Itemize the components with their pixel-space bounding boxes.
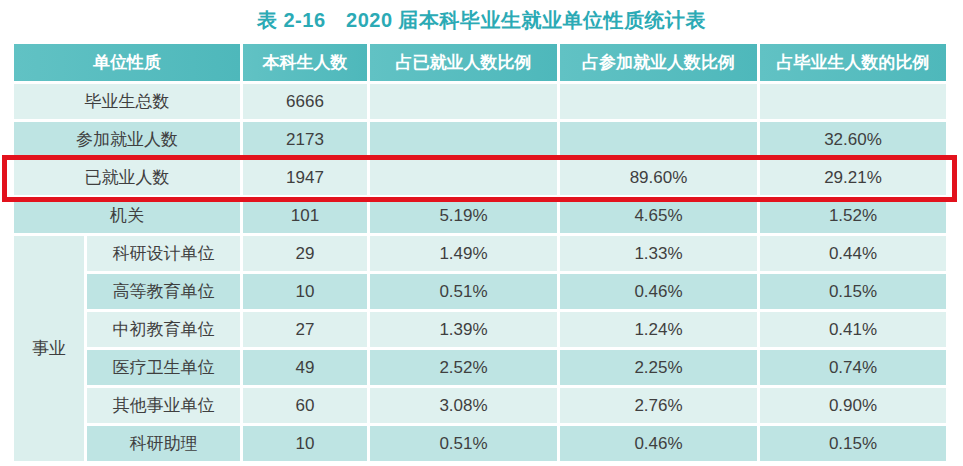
cell-label: 科研设计单位 <box>87 236 240 271</box>
cell-count: 10 <box>243 274 367 309</box>
cell-count: 10 <box>243 426 367 461</box>
table-row-participating: 参加就业人数 2173 32.60% <box>14 122 946 157</box>
cell-pct-employed <box>370 84 557 119</box>
header-pct-of-graduates: 占毕业生人数的比例 <box>760 44 946 81</box>
header-undergrad-count: 本科生人数 <box>243 44 367 81</box>
cell-pct-employed: 1.49% <box>370 236 557 271</box>
cell-pct-graduates: 0.74% <box>760 350 946 385</box>
group-cell-public-institution: 事业 <box>14 236 84 461</box>
header-row: 单位性质 本科生人数 占已就业人数比例 占参加就业人数比例 占毕业生人数的比例 <box>14 44 946 81</box>
cell-count: 29 <box>243 236 367 271</box>
cell-pct-employed: 1.39% <box>370 312 557 347</box>
cell-pct-participating: 2.76% <box>560 388 757 423</box>
cell-pct-participating: 4.65% <box>560 198 757 233</box>
table-row-primary-secondary-education: 中初教育单位 27 1.39% 1.24% 0.41% <box>14 312 946 347</box>
cell-pct-participating <box>560 84 757 119</box>
header-unit-type: 单位性质 <box>14 44 240 81</box>
table-row-employed-highlighted: 已就业人数 1947 89.60% 29.21% <box>14 160 946 195</box>
cell-count: 27 <box>243 312 367 347</box>
cell-pct-employed: 3.08% <box>370 388 557 423</box>
cell-label: 已就业人数 <box>14 160 240 195</box>
cell-count: 49 <box>243 350 367 385</box>
table-row-other-public: 其他事业单位 60 3.08% 2.76% 0.90% <box>14 388 946 423</box>
cell-pct-employed <box>370 122 557 157</box>
header-pct-of-employed: 占已就业人数比例 <box>370 44 557 81</box>
cell-pct-participating: 0.46% <box>560 426 757 461</box>
cell-label: 毕业生总数 <box>14 84 240 119</box>
cell-pct-graduates: 0.44% <box>760 236 946 271</box>
table-row-medical-health: 医疗卫生单位 49 2.52% 2.25% 0.74% <box>14 350 946 385</box>
cell-pct-employed <box>370 160 557 195</box>
cell-pct-employed: 5.19% <box>370 198 557 233</box>
table-row-total-graduates: 毕业生总数 6666 <box>14 84 946 119</box>
cell-label: 医疗卫生单位 <box>87 350 240 385</box>
cell-pct-graduates: 29.21% <box>760 160 946 195</box>
cell-pct-employed: 0.51% <box>370 426 557 461</box>
cell-pct-participating: 1.24% <box>560 312 757 347</box>
cell-label: 科研助理 <box>87 426 240 461</box>
header-pct-of-participating: 占参加就业人数比例 <box>560 44 757 81</box>
cell-pct-employed: 0.51% <box>370 274 557 309</box>
cell-count: 1947 <box>243 160 367 195</box>
cell-pct-participating <box>560 122 757 157</box>
cell-pct-employed: 2.52% <box>370 350 557 385</box>
cell-pct-graduates: 0.90% <box>760 388 946 423</box>
cell-pct-graduates: 0.41% <box>760 312 946 347</box>
cell-pct-graduates: 1.52% <box>760 198 946 233</box>
cell-count: 60 <box>243 388 367 423</box>
cell-label: 中初教育单位 <box>87 312 240 347</box>
table-row-research-design: 事业 科研设计单位 29 1.49% 1.33% 0.44% <box>14 236 946 271</box>
cell-pct-participating: 2.25% <box>560 350 757 385</box>
page-title: 表 2-16 2020 届本科毕业生就业单位性质统计表 <box>0 7 963 34</box>
employment-stats-table: 单位性质 本科生人数 占已就业人数比例 占参加就业人数比例 占毕业生人数的比例 … <box>11 41 949 464</box>
cell-pct-graduates: 32.60% <box>760 122 946 157</box>
cell-label: 机关 <box>14 198 240 233</box>
cell-pct-participating: 0.46% <box>560 274 757 309</box>
table-row-research-assistant: 科研助理 10 0.51% 0.46% 0.15% <box>14 426 946 461</box>
cell-label: 参加就业人数 <box>14 122 240 157</box>
table-row-government: 机关 101 5.19% 4.65% 1.52% <box>14 198 946 233</box>
report-page: { "title": "表 2-16 2020 届本科毕业生就业单位性质统计表"… <box>0 0 963 466</box>
cell-label: 其他事业单位 <box>87 388 240 423</box>
cell-pct-graduates: 0.15% <box>760 426 946 461</box>
cell-label: 高等教育单位 <box>87 274 240 309</box>
cell-count: 101 <box>243 198 367 233</box>
cell-pct-graduates <box>760 84 946 119</box>
cell-pct-graduates: 0.15% <box>760 274 946 309</box>
table-row-higher-education: 高等教育单位 10 0.51% 0.46% 0.15% <box>14 274 946 309</box>
cell-pct-participating: 1.33% <box>560 236 757 271</box>
cell-pct-participating: 89.60% <box>560 160 757 195</box>
cell-count: 6666 <box>243 84 367 119</box>
cell-count: 2173 <box>243 122 367 157</box>
